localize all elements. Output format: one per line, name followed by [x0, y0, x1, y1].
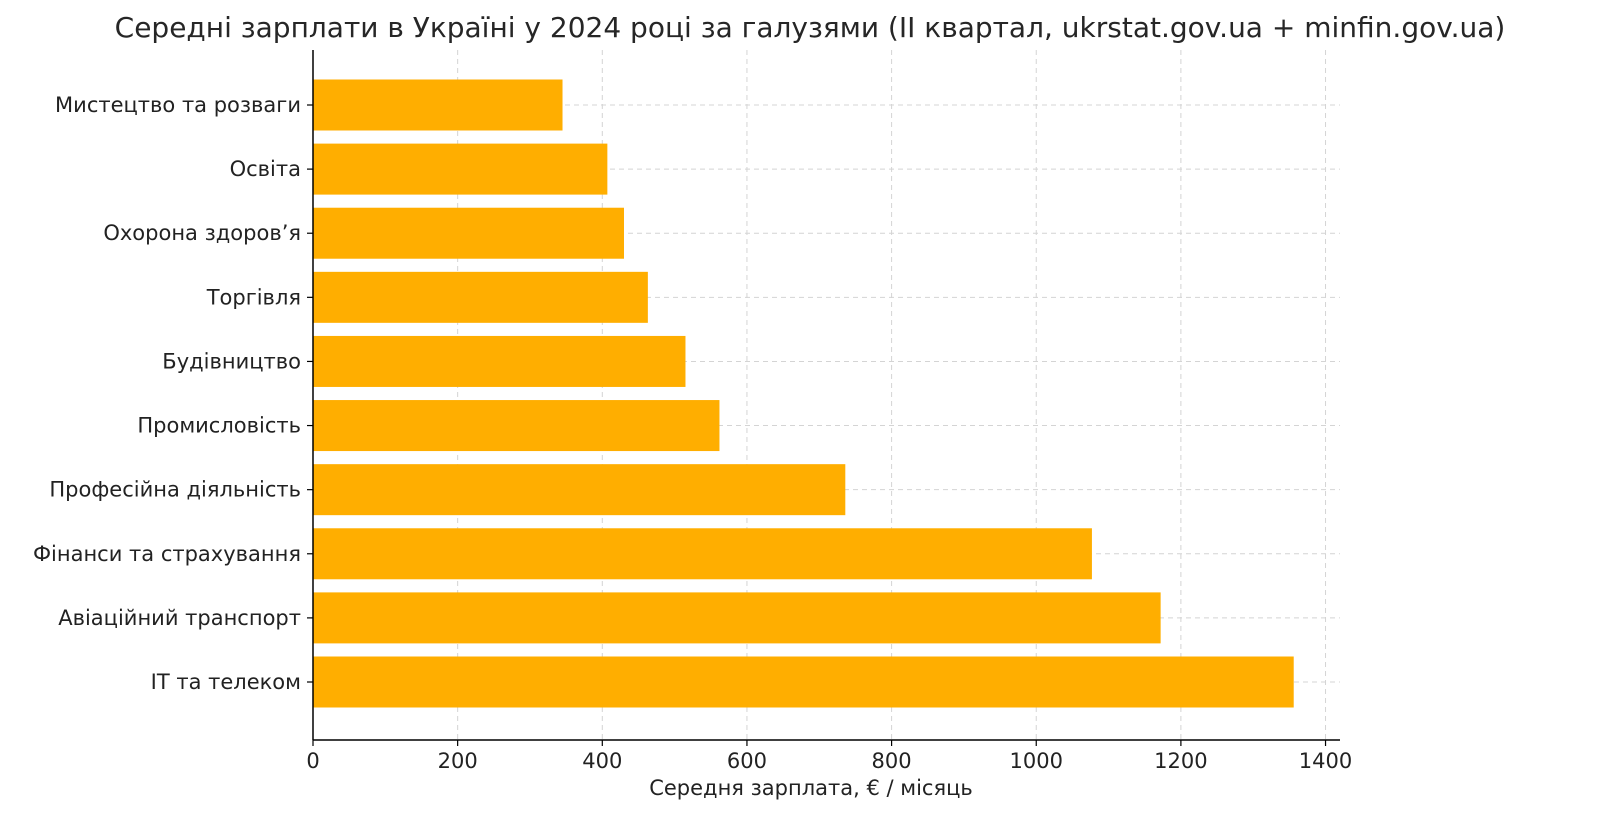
category-label-6: Професійна діяльність	[49, 478, 301, 502]
bar-0	[313, 79, 563, 131]
category-label-2: Охорона здоров’я	[103, 221, 301, 245]
x-tick-label-5: 1000	[1010, 749, 1063, 773]
x-tick-label-2: 400	[582, 749, 622, 773]
x-tick-label-6: 1200	[1154, 749, 1207, 773]
category-label-1: Освіта	[230, 157, 301, 181]
category-label-9: IT та телеком	[151, 670, 301, 694]
bar-6	[313, 464, 846, 516]
x-tick-label-3: 600	[727, 749, 767, 773]
category-label-3: Торгівля	[206, 285, 301, 309]
bar-8	[313, 592, 1161, 644]
x-tick-label-4: 800	[872, 749, 912, 773]
bar-1	[313, 143, 608, 195]
bar-4	[313, 335, 686, 387]
chart-title: Середні зарплати в Україні у 2024 році з…	[115, 11, 1506, 44]
x-tick-label-1: 200	[438, 749, 478, 773]
bar-9	[313, 656, 1294, 708]
bar-2	[313, 207, 624, 259]
ticks-layer: 0 200 400 600 800 1000 1200 1400	[306, 104, 1352, 773]
bars-layer	[313, 79, 1294, 708]
bar-7	[313, 528, 1092, 580]
category-label-0: Мистецтво та розваги	[55, 93, 301, 117]
x-tick-label-7: 1400	[1299, 749, 1352, 773]
axes-layer	[312, 50, 1340, 741]
category-label-5: Промисловість	[137, 414, 301, 438]
category-label-7: Фінанси та страхування	[33, 542, 301, 566]
category-labels: Мистецтво та розваги Освіта Охорона здоров…	[33, 93, 301, 694]
category-label-4: Будівництво	[162, 349, 301, 373]
x-axis-title: Середня зарплата, € / місяць	[649, 776, 973, 800]
bar-5	[313, 400, 720, 452]
x-tick-label-0: 0	[306, 749, 319, 773]
category-label-8: Авіаційний транспорт	[58, 606, 301, 630]
bar-3	[313, 271, 648, 323]
